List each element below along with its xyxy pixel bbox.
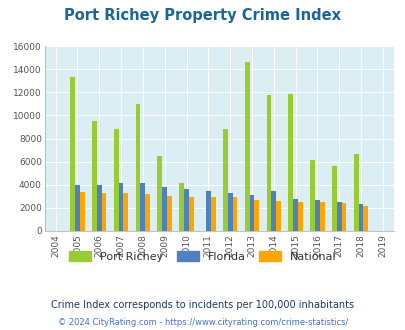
Bar xyxy=(222,129,227,231)
Bar xyxy=(353,154,358,231)
Bar xyxy=(331,166,336,231)
Bar xyxy=(80,192,84,231)
Bar xyxy=(227,193,232,231)
Bar xyxy=(275,201,280,231)
Bar xyxy=(157,156,162,231)
Bar xyxy=(162,187,167,231)
Bar xyxy=(292,199,297,231)
Bar xyxy=(70,77,75,231)
Bar xyxy=(96,185,101,231)
Bar xyxy=(188,197,193,231)
Text: Crime Index corresponds to incidents per 100,000 inhabitants: Crime Index corresponds to incidents per… xyxy=(51,300,354,310)
Bar xyxy=(249,195,254,231)
Bar xyxy=(210,197,215,231)
Bar xyxy=(341,203,345,231)
Bar xyxy=(336,202,341,231)
Bar xyxy=(92,121,96,231)
Bar xyxy=(244,62,249,231)
Bar xyxy=(140,183,145,231)
Legend: Port Richey, Florida, National: Port Richey, Florida, National xyxy=(64,247,341,267)
Bar xyxy=(113,129,118,231)
Bar xyxy=(232,197,237,231)
Text: Port Richey Property Crime Index: Port Richey Property Crime Index xyxy=(64,8,341,23)
Bar xyxy=(167,196,171,231)
Bar xyxy=(362,206,367,231)
Bar xyxy=(271,191,275,231)
Bar xyxy=(254,200,258,231)
Bar xyxy=(358,204,362,231)
Bar xyxy=(309,160,314,231)
Text: © 2024 CityRating.com - https://www.cityrating.com/crime-statistics/: © 2024 CityRating.com - https://www.city… xyxy=(58,318,347,327)
Bar xyxy=(205,190,210,231)
Bar xyxy=(314,200,319,231)
Bar xyxy=(288,94,292,231)
Bar xyxy=(183,189,188,231)
Bar xyxy=(319,202,324,231)
Bar xyxy=(135,104,140,231)
Bar xyxy=(145,194,150,231)
Bar xyxy=(297,202,302,231)
Bar xyxy=(101,193,106,231)
Bar xyxy=(266,95,271,231)
Bar xyxy=(123,193,128,231)
Bar xyxy=(179,183,183,231)
Bar xyxy=(118,183,123,231)
Bar xyxy=(75,185,80,231)
